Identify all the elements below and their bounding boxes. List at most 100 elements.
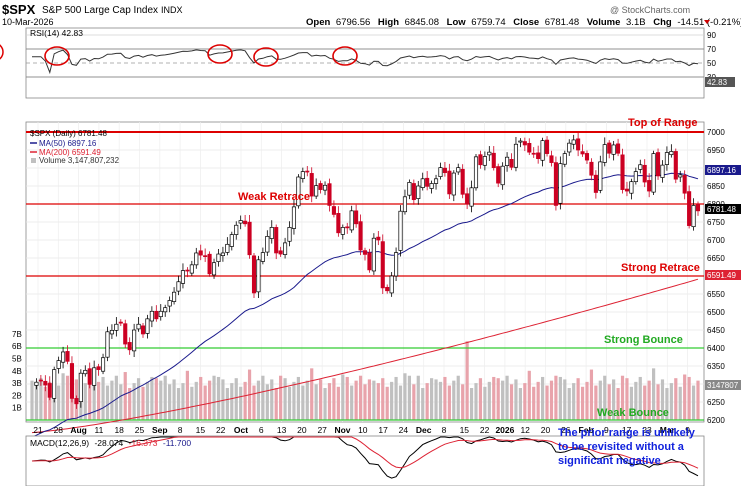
candle-body (518, 140, 523, 143)
x-axis: 21 28 Aug 11 18 25 Sep 8 15 22 Oct 6 13 20 27 Nov 10 17 24… (33, 425, 690, 435)
volume-bar (665, 388, 669, 420)
open-label: Open (306, 17, 330, 28)
candle-body (669, 151, 674, 156)
volume-bar (425, 383, 429, 420)
candle-body (620, 154, 625, 190)
x-axis-label: 15 (460, 425, 470, 435)
volume-bar (487, 381, 491, 420)
volume-bar (114, 375, 118, 420)
candle-body (322, 184, 328, 191)
candle-body (34, 381, 39, 386)
candle-body (194, 252, 199, 266)
volume-bar (572, 383, 576, 420)
volume-bar (168, 384, 172, 420)
macd-signal-line (31, 436, 699, 469)
price-tick-label: 6200 (707, 416, 725, 425)
volume-bar (354, 380, 358, 420)
volume-bar (505, 375, 509, 420)
candle-body (136, 323, 141, 330)
volume-bar (629, 386, 633, 420)
candle-body (624, 188, 630, 192)
volume-bar (563, 379, 567, 420)
volume-bar (620, 375, 625, 420)
volume-bar (634, 381, 638, 420)
candle-body (140, 325, 146, 335)
price-tick-label: 6350 (707, 362, 725, 371)
x-axis-label: Dec (416, 425, 432, 435)
candle-body (593, 174, 598, 193)
volume-bar (239, 386, 243, 420)
volume-bar (261, 375, 265, 420)
volume-bar (381, 378, 385, 420)
close-tag (705, 204, 741, 214)
volume-bar (652, 368, 656, 420)
price-legend: $SPX (Daily) 6781.48 MA(50) 6897.16 MA(2… (30, 129, 120, 165)
volume-bar (159, 380, 163, 420)
note-line-3: significant negative (558, 455, 661, 467)
candle-body (109, 330, 114, 335)
candle-body (265, 236, 270, 253)
chg-value: -14.51 (-0.21%) (677, 17, 741, 28)
candle-body (491, 152, 496, 168)
macd-line (31, 436, 699, 479)
volume-bar (345, 376, 349, 420)
volume-bar (123, 372, 127, 420)
volume-bar (350, 385, 354, 420)
candle-body (300, 171, 305, 179)
candle-body (567, 142, 572, 153)
x-axis-label: Aug (70, 425, 87, 435)
x-axis-label: 6 (259, 425, 264, 435)
legend-volume: Volume 3,147,807,232 (39, 156, 120, 165)
price-tick-label: 6950 (707, 146, 725, 155)
volume-bar (145, 381, 150, 420)
x-axis-label: 12 (520, 425, 530, 435)
candle-body (291, 206, 297, 229)
level-label: Weak Bounce (597, 407, 669, 419)
rsi-legend: RSI(14) 42.83 (30, 28, 83, 38)
volume-bar (660, 379, 665, 420)
candle-body (540, 140, 545, 161)
x-axis-label: 2026 (495, 425, 514, 435)
down-arrow-icon (704, 20, 710, 24)
volume-bar (483, 386, 487, 420)
volume-bar (607, 384, 611, 420)
volume-bar (465, 341, 469, 420)
x-axis-label: 15 (196, 425, 206, 435)
low-value: 6759.74 (471, 17, 505, 28)
cropped-circle-marker (0, 44, 4, 60)
volume-bar (656, 384, 660, 420)
x-axis-label: Sep (152, 425, 168, 435)
volume-tick-label: 4B (12, 367, 22, 376)
volume-bar (243, 381, 247, 420)
candle-body (571, 139, 576, 145)
x-axis-label: 28 (54, 425, 64, 435)
watermark: @ StockCharts.com (610, 5, 690, 15)
candle-body (456, 167, 461, 173)
candle-body (385, 286, 390, 292)
ma50-tag-text: 6897.16 (707, 166, 736, 175)
volume-tag-text: 3147807 (707, 381, 739, 390)
candle-body (584, 153, 590, 161)
candle-body (278, 250, 283, 255)
candle-body (331, 206, 336, 215)
ma50-tag (705, 165, 741, 175)
volume-bar (589, 369, 594, 420)
note-line-1: The prior range is unlikely (558, 427, 696, 439)
volume-bar (110, 380, 114, 420)
volume-bar (385, 386, 389, 420)
price-tick-label: 6850 (707, 182, 725, 191)
x-axis-label: 10 (358, 425, 368, 435)
volume-bar (57, 385, 61, 420)
candle-body (433, 178, 439, 184)
price-tick-label: 6400 (707, 344, 725, 353)
volume-bar (390, 381, 394, 420)
volume-bar (181, 383, 185, 420)
candle-body (105, 331, 110, 358)
candle-body (380, 241, 385, 289)
candle-body (576, 138, 581, 151)
macd-legend: MACD(12,26,9) -28.074 -16.373 -11.700 (30, 438, 191, 448)
volume-bar (92, 379, 96, 420)
candle-body (56, 360, 61, 369)
volume-bar (461, 384, 465, 420)
volume-bar (274, 388, 278, 420)
